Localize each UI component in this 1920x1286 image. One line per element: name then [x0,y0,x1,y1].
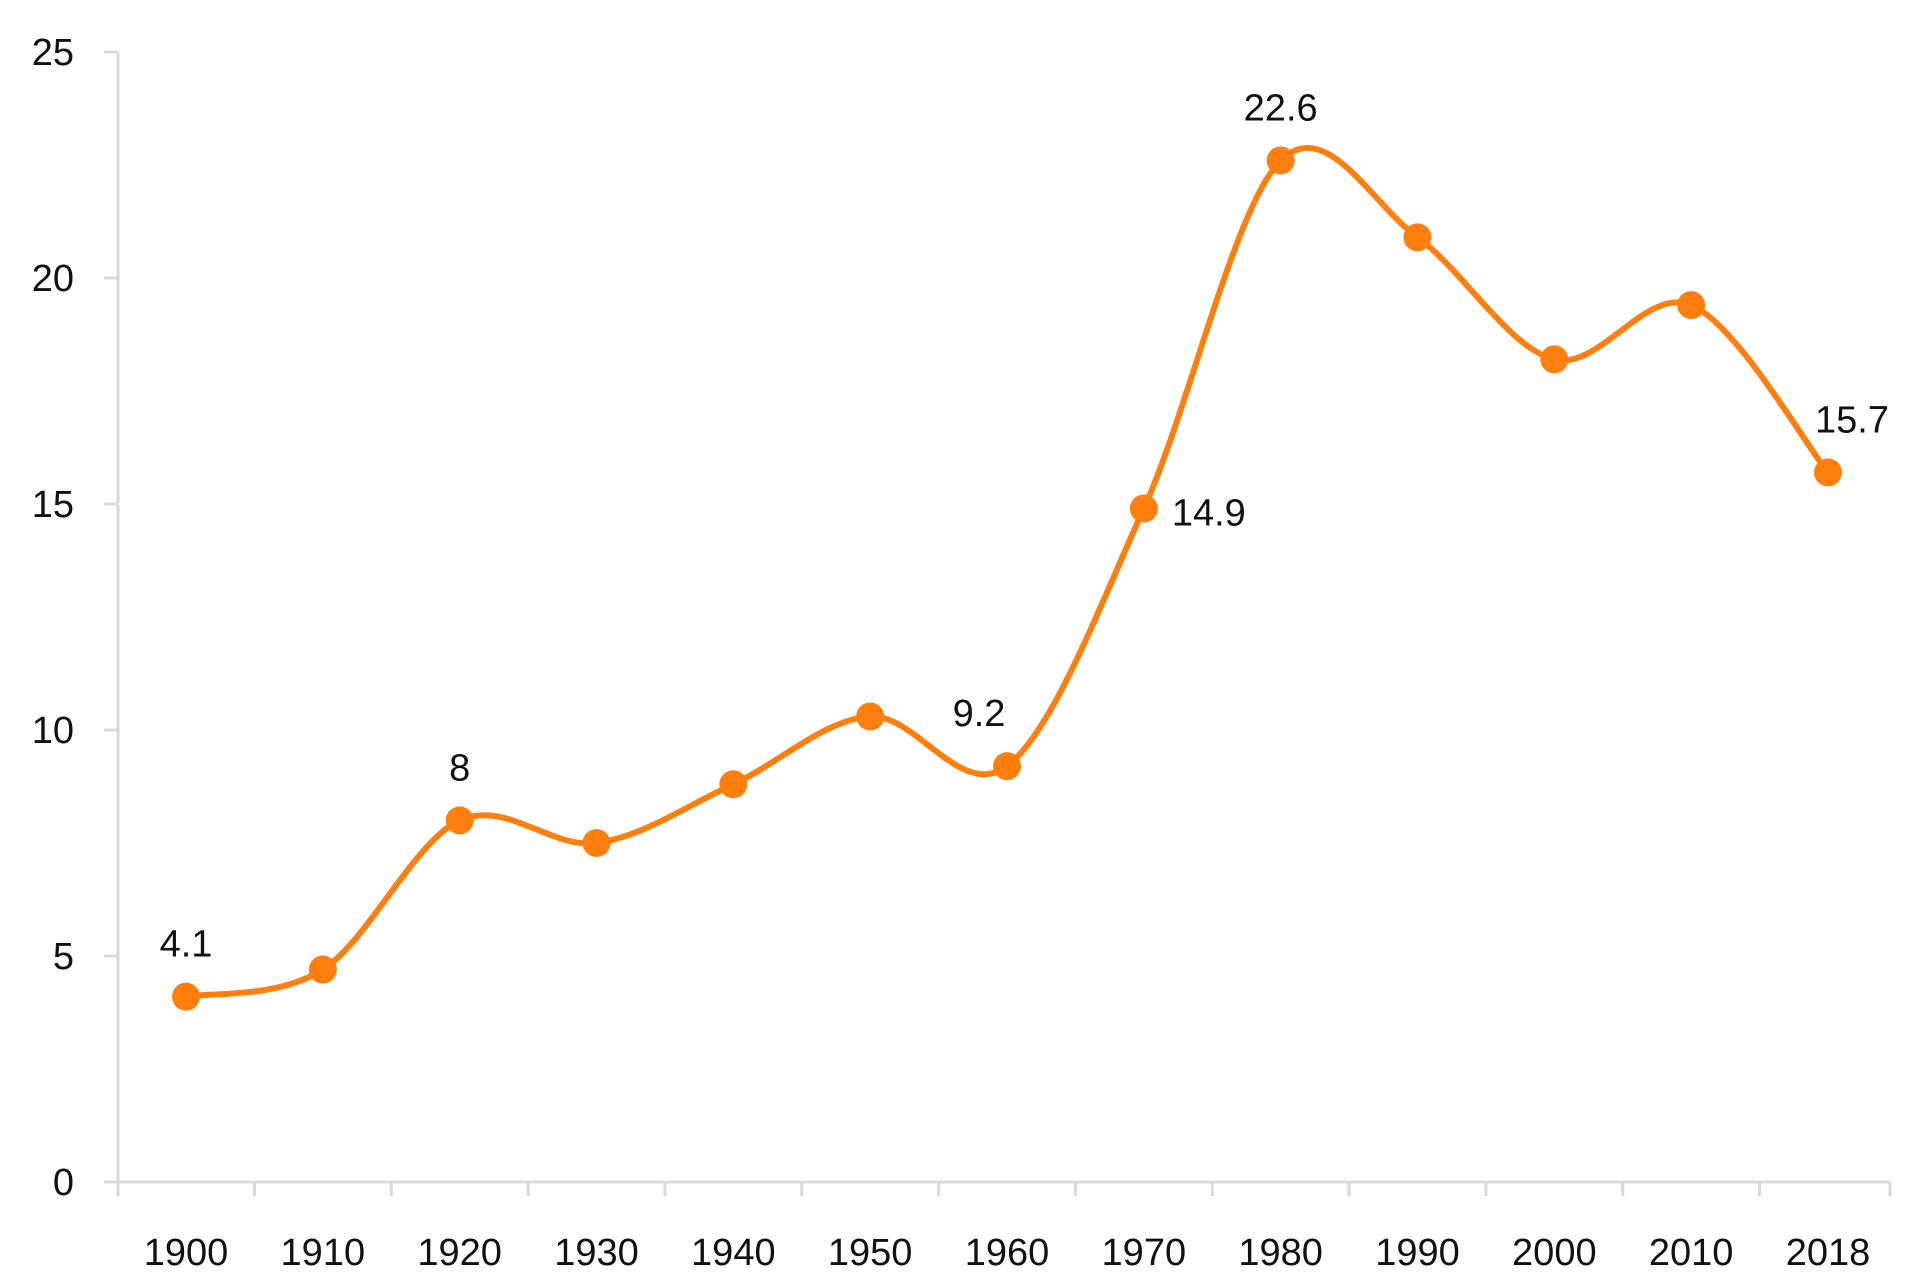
x-tick-label: 2010 [1649,1232,1734,1274]
x-tick-label: 1920 [417,1232,502,1274]
data-point-marker [582,829,611,857]
data-label: 14.9 [1172,493,1246,535]
series-group [183,144,1831,1000]
data-label: 9.2 [953,693,1006,735]
x-tick-label: 2000 [1512,1232,1597,1274]
data-point-marker [308,955,337,984]
data-point-marker [719,770,748,799]
y-tick-label: 15 [32,484,74,526]
data-point-marker [1266,146,1295,175]
data-point-marker [445,806,474,835]
data-point-marker [172,982,200,1011]
x-tick-label: 1930 [554,1232,639,1274]
axes-group [104,50,1892,1196]
data-label: 22.6 [1244,87,1318,129]
tick-labels-group: 0 5 10 15 20 25 1900 1910 1920 1930 1940 1950 1960 19… [32,32,1871,1274]
data-point-marker [856,702,885,731]
data-point-marker [1677,291,1706,320]
x-tick-label: 2018 [1786,1232,1871,1274]
y-tick-label: 10 [32,710,74,752]
y-tick-label: 20 [32,258,74,300]
x-tick-label: 1990 [1375,1232,1460,1274]
y-tick-label: 0 [53,1162,74,1204]
x-tick-label: 1960 [965,1232,1050,1274]
data-label: 4.1 [160,924,213,966]
data-point-marker [1129,494,1158,523]
x-tick-label: 1970 [1102,1232,1187,1274]
data-points-group [172,146,1842,1011]
data-labels-group: 4.1 8 9.2 14.9 22.6 15.7 [160,87,1889,965]
data-label: 15.7 [1815,399,1889,441]
data-label: 8 [449,747,470,789]
y-tick-label: 5 [53,936,74,978]
x-tick-label: 1980 [1238,1232,1323,1274]
x-tick-label: 1940 [691,1232,776,1274]
y-tick-label: 25 [32,32,74,74]
data-point-marker [1403,223,1432,252]
x-tick-label: 1950 [828,1232,913,1274]
data-point-marker [1814,458,1842,487]
x-tick-label: 1900 [144,1232,229,1274]
series-line [183,144,1831,1000]
x-tick-label: 1910 [281,1232,366,1274]
data-point-marker [993,752,1021,781]
data-point-marker [1540,345,1569,374]
